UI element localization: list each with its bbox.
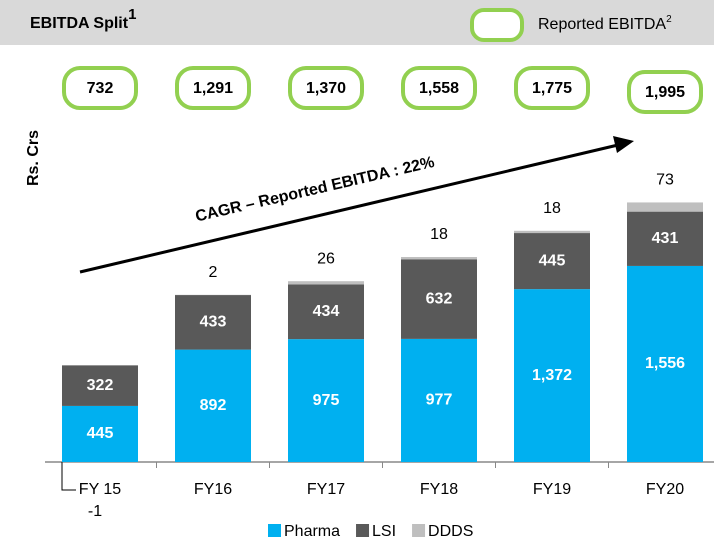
x-tick-label: FY19 — [533, 481, 571, 498]
data-label: 632 — [426, 290, 453, 307]
data-label: 445 — [87, 425, 114, 442]
legend-swatch — [268, 524, 281, 537]
annotation: CAGR – Reported EBITDA : 22% — [194, 154, 436, 226]
bar-segment — [401, 259, 477, 339]
data-label: 26 — [317, 250, 335, 267]
bar-segment — [514, 233, 590, 290]
legend-oval — [470, 8, 524, 42]
bar-segment — [175, 349, 251, 462]
header-bar — [0, 0, 714, 45]
bar-segment — [401, 256, 477, 260]
ebitda-oval — [514, 66, 590, 110]
legend-note: 2 — [666, 14, 672, 25]
data-label: 977 — [426, 392, 453, 409]
data-label: 322 — [87, 377, 114, 394]
legend-swatch — [412, 524, 426, 537]
bar-segment — [627, 265, 703, 462]
ebitda-oval — [401, 66, 477, 110]
legend-label: Reported EBITDA2 — [538, 14, 672, 34]
ebitda-label: 1,558 — [419, 80, 459, 97]
bar-segment — [288, 284, 364, 340]
legend-text: Reported EBITDA — [538, 16, 666, 33]
x-tick-label: FY16 — [194, 481, 232, 498]
bar-segment — [62, 365, 138, 406]
x-tick-label: FY18 — [420, 481, 458, 498]
bar-segment — [288, 281, 364, 285]
data-label: 892 — [200, 397, 227, 414]
legend-label: DDDS — [428, 523, 473, 540]
arrow-head — [613, 136, 634, 153]
ebitda-oval — [627, 70, 703, 114]
ebitda-oval — [288, 66, 364, 110]
bar-segment — [514, 289, 590, 462]
x-tick-label: FY 15 — [79, 481, 122, 498]
bar-segment — [514, 230, 590, 234]
bar-segment — [627, 211, 703, 266]
connector — [61, 462, 76, 491]
bar-segment — [175, 295, 251, 350]
title-note: 1 — [128, 6, 136, 23]
y-axis-label: Rs. Crs — [25, 130, 42, 186]
data-label: 2 — [209, 264, 218, 281]
legend-label: LSI — [372, 523, 396, 540]
legend-label: Pharma — [284, 523, 340, 540]
cagr-arrow — [79, 143, 619, 274]
bar-segment — [62, 405, 138, 462]
ebitda-label: 732 — [87, 80, 114, 97]
bar-segment — [288, 339, 364, 462]
x-tick-label: FY17 — [307, 481, 345, 498]
data-label: 18 — [543, 200, 561, 217]
data-label: 975 — [313, 392, 340, 409]
chart-title: EBITDA Split1 — [30, 6, 136, 32]
data-label: 1,372 — [532, 367, 572, 384]
data-label: 433 — [200, 314, 227, 331]
data-label: 431 — [652, 230, 679, 247]
bar-segment — [627, 202, 703, 212]
legend-swatch — [356, 524, 370, 537]
ebitda-oval — [175, 66, 251, 110]
ebitda-label: 1,775 — [532, 80, 572, 97]
title-text: EBITDA Split — [30, 15, 129, 32]
data-label: 445 — [539, 252, 566, 269]
x-tick-label: FY20 — [646, 481, 684, 498]
ebitda-label: 1,995 — [645, 84, 685, 101]
data-label: 434 — [313, 303, 340, 320]
data-label: 1,556 — [645, 355, 685, 372]
ebitda-label: 1,370 — [306, 80, 346, 97]
data-label: 73 — [656, 172, 674, 189]
data-label: -1 — [88, 503, 102, 520]
ebitda-label: 1,291 — [193, 80, 233, 97]
bar-segment — [401, 338, 477, 462]
data-label: 18 — [430, 226, 448, 243]
ebitda-oval — [62, 66, 138, 110]
